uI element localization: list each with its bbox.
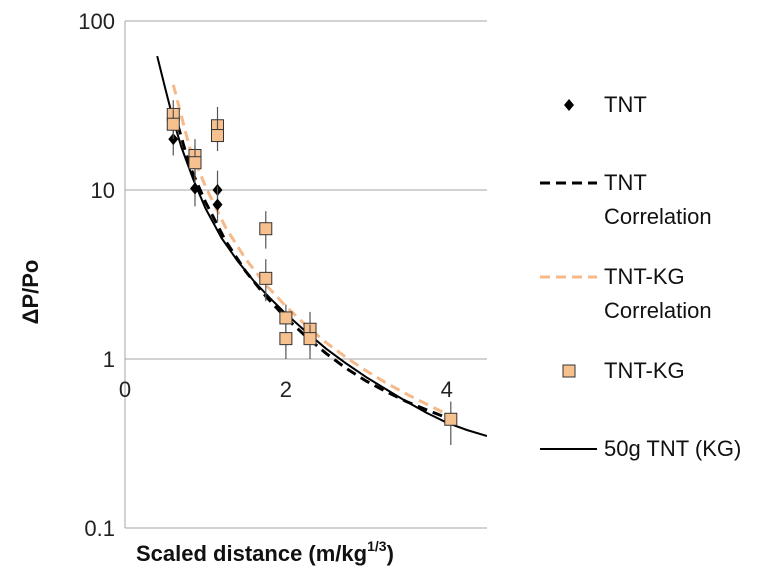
y-tick-label: 0.1: [84, 516, 115, 541]
legend-label-tnt-kg-correlation: TNT-KG: [604, 264, 685, 289]
y-tick-label: 1: [103, 347, 115, 372]
data-point-tnt-kg: [279, 332, 293, 346]
legend-label-tnt-kg: TNT-KG: [604, 358, 685, 383]
y-tick-label: 100: [78, 9, 115, 34]
legend-swatch-tnt-kg: [562, 364, 576, 378]
x-tick-label: 2: [280, 377, 292, 402]
data-point-tnt-kg: [303, 332, 317, 346]
data-point-tnt: [212, 198, 223, 211]
y-axis-title: ΔP/Po: [18, 260, 43, 325]
x-axis-title-tail: ): [387, 541, 394, 566]
legend-label-tnt-correlation: TNT: [604, 170, 647, 195]
data-point-tnt-kg: [211, 129, 225, 143]
data-point-tnt: [189, 182, 200, 195]
data-point-tnt-kg: [166, 117, 180, 131]
x-axis-title: Scaled distance (m/kg1/3): [136, 538, 394, 566]
x-tick-label: 0: [119, 377, 131, 402]
data-point-tnt-kg: [444, 412, 458, 426]
legend-swatch-tnt: [564, 99, 574, 111]
data-point-tnt-kg: [188, 156, 202, 170]
series-line-50g-tnt-kg-: [156, 55, 487, 438]
plot-area: [156, 55, 487, 445]
legend-label-tnt-correlation: Correlation: [604, 204, 712, 229]
legend: TNT TNT Correlation TNT-KG Correlation TNT-KG…: [540, 92, 741, 461]
x-axis-title-main: Scaled distance (m/kg: [136, 541, 367, 566]
gridlines: [125, 20, 487, 529]
y-tick-label: 10: [91, 178, 115, 203]
data-point-tnt-kg: [259, 222, 273, 236]
legend-label-tnt: TNT: [604, 92, 647, 117]
x-axis-title-sup: 1/3: [367, 538, 387, 554]
x-tick-label: 4: [441, 377, 453, 402]
series-line-tnt-correlation: [171, 108, 452, 421]
legend-label-50g-tnt-kg-: 50g TNT (KG): [604, 436, 741, 461]
legend-label-tnt-kg-correlation: Correlation: [604, 298, 712, 323]
data-point-tnt-kg: [259, 271, 273, 285]
axes: 0.1 1 10 100 0 2 4: [78, 9, 453, 541]
data-point-tnt-kg: [279, 311, 293, 325]
